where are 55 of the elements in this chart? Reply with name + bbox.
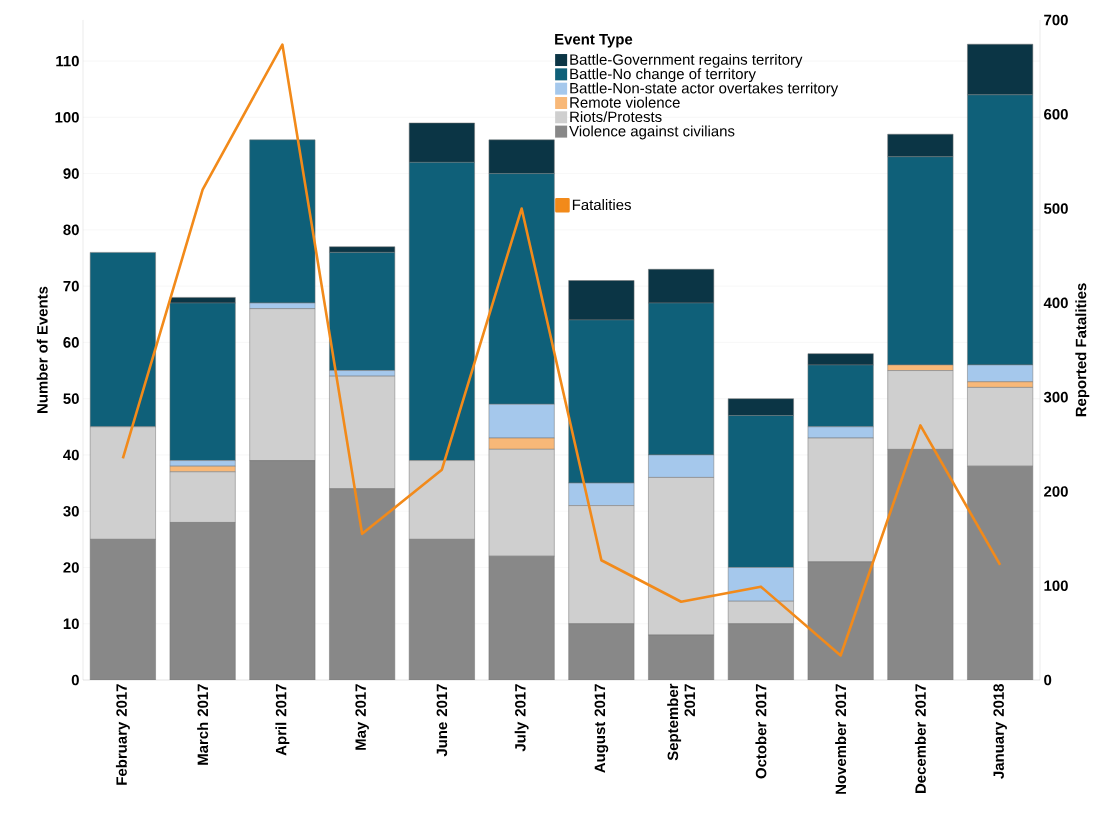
legend-label: Remote violence [570, 96, 680, 108]
legend-label: Fatalities [572, 199, 631, 211]
x-tick-label: April 2017 [275, 684, 290, 756]
x-tick-label: July 2017 [514, 684, 529, 752]
legend-label: Violence against civilians [569, 125, 735, 140]
x-tick-label: March 2017 [197, 684, 209, 765]
legend-label: Riots/Protests [570, 111, 662, 123]
x-tick-label: November 2017 [835, 684, 847, 794]
y-tick-label: 60 [63, 337, 79, 348]
legend-label: Battle-Non-state actor overtakes territory [570, 82, 839, 97]
bar [648, 634, 715, 680]
x-tick-label: June 2017 [436, 684, 448, 757]
y-tick-label: 80 [63, 224, 79, 236]
y-tick-label: 10 [63, 618, 79, 630]
y-tick-label: 100 [55, 112, 79, 123]
bar [249, 139, 316, 304]
y-tick-label: 40 [63, 449, 79, 461]
bar [568, 623, 635, 680]
y-tick-label: 70 [63, 280, 79, 292]
y2-tick-label: 500 [1043, 203, 1068, 214]
x-tick-label: October 2017 [755, 684, 767, 779]
legend-label: Battle-Government regains territory [570, 53, 803, 68]
y-axis-title: Number of Events [36, 286, 48, 413]
x-tick-label: September 2017 [667, 683, 696, 761]
y-tick-label: 0 [71, 674, 79, 686]
bar [727, 623, 794, 680]
bar [249, 460, 316, 680]
bar [807, 561, 874, 680]
y-tick-label: 50 [63, 393, 79, 404]
y-tick-label: 30 [63, 505, 79, 517]
y-tick-label: 90 [63, 168, 79, 179]
y2-tick-label: 400 [1043, 297, 1068, 309]
x-tick-label: August 2017 [594, 684, 609, 773]
bar [967, 465, 1034, 680]
legend-title: Event Type [555, 34, 633, 48]
x-tick-label: May 2017 [355, 684, 369, 750]
bar [408, 539, 475, 680]
x-tick-label: January 2018 [993, 684, 1007, 779]
legend-label: Battle-No change of territory [570, 68, 756, 83]
y2-tick-label: 0 [1044, 674, 1052, 686]
y2-axis-title: Reported Fatalities [1075, 283, 1090, 417]
bar [329, 488, 396, 680]
y-tick-label: 20 [63, 562, 79, 573]
bar [887, 449, 954, 680]
x-tick-label: December 2017 [914, 684, 926, 794]
bar [169, 522, 236, 680]
bar [488, 555, 555, 680]
y2-tick-label: 700 [1044, 14, 1068, 26]
bar [89, 539, 156, 680]
y2-tick-label: 300 [1043, 391, 1068, 403]
y-tick-label: 110 [56, 55, 79, 67]
y2-tick-label: 100 [1044, 580, 1068, 591]
y2-tick-label: 200 [1044, 486, 1068, 497]
y2-tick-label: 600 [1044, 108, 1068, 120]
x-tick-label: February 2017 [115, 684, 130, 785]
